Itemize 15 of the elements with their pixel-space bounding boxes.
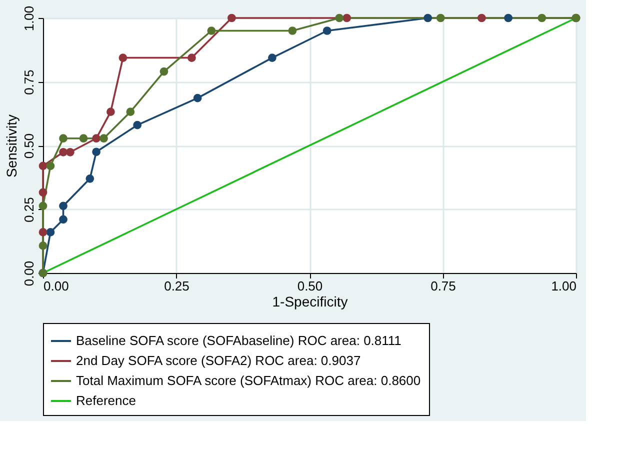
legend-label: Baseline SOFA score (SOFAbaseline) ROC area: 0.8111 [76,333,402,348]
y-tick-label: 0.75 [22,70,36,95]
legend-label: 2nd Day SOFA score (SOFA2) ROC area: 0.9037 [76,353,361,368]
y-tick-label: 1.00 [22,6,36,32]
legend-label: Reference [76,393,136,408]
y-tick-label: 0.25 [22,197,36,222]
x-tick-label: 0.00 [44,278,69,294]
y-axis-title: Sensitivity [4,114,20,178]
x-tick-label: 0.25 [164,278,190,294]
x-axis-title: 1-Specificity [272,294,348,310]
x-tick-label: 1.00 [551,278,576,294]
legend-label: Total Maximum SOFA score (SOFAtmax) ROC area: 0.8600 [76,373,421,388]
x-tick-label: 0.50 [297,278,323,294]
y-tick-label: 0.50 [22,133,36,159]
x-tick-label: 0.75 [430,278,456,294]
